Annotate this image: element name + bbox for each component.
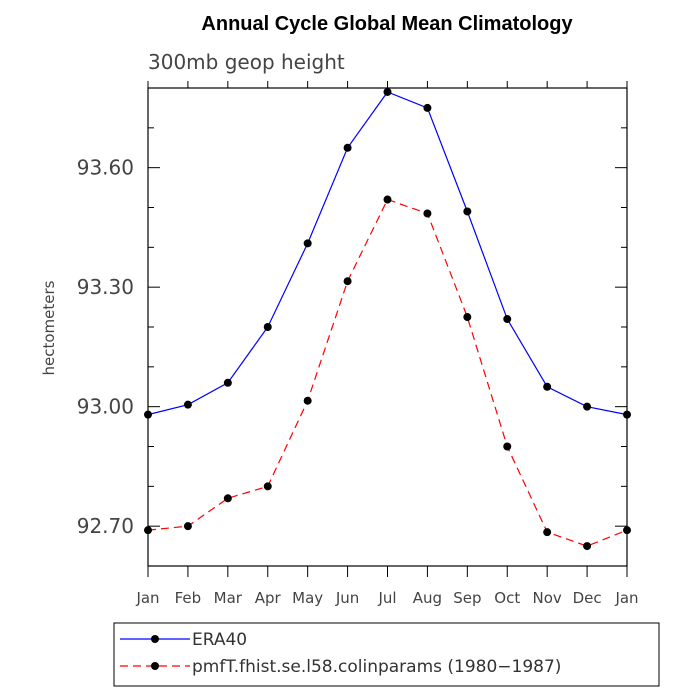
y-tick-label: 93.60	[77, 156, 134, 180]
series-1-point	[543, 382, 552, 391]
x-tick-label: May	[292, 589, 323, 607]
series-2-point	[183, 522, 192, 531]
x-tick-label: Dec	[573, 589, 602, 607]
y-axis-label: hectometers	[40, 280, 58, 375]
x-tick-label: Aug	[413, 589, 442, 607]
y-tick-label: 93.00	[77, 395, 134, 419]
legend-box	[113, 622, 660, 687]
series-2-point	[263, 482, 272, 491]
x-tick-label: Mar	[214, 589, 243, 607]
series-2-point	[503, 442, 512, 451]
series-line-1	[147, 91, 628, 416]
series-2-point	[223, 494, 232, 503]
series-2-point	[383, 195, 392, 204]
y-tick-label: 92.70	[77, 514, 134, 538]
series-1-point	[223, 378, 232, 387]
series-2-point	[463, 313, 472, 322]
series-1-point	[503, 315, 512, 324]
series-1-point	[623, 410, 631, 419]
series-1-point	[383, 87, 392, 96]
series-1-point	[423, 103, 432, 112]
series-2-point	[583, 542, 592, 551]
x-tick-label: Feb	[175, 589, 202, 607]
x-tick-label: Apr	[255, 589, 282, 607]
x-tick-label: Oct	[494, 589, 520, 607]
plot-frame	[147, 87, 628, 567]
series-1-point	[303, 239, 312, 248]
series-1-point	[463, 207, 472, 216]
y-tick-label: 93.30	[77, 275, 134, 299]
x-tick-label: Jan	[614, 589, 638, 607]
legend: ERA40 pmfT.fhist.se.l58.colinparams (1980…	[113, 622, 660, 687]
chart-subtitle: 300mb geop height	[148, 50, 345, 74]
series-1-point	[144, 410, 152, 419]
x-tick-label: Jan	[135, 589, 159, 607]
series-2-point	[423, 209, 432, 218]
series-1-point	[183, 400, 192, 409]
series-line-2	[147, 198, 628, 547]
plot-area: 92.70 93.00 93.30 93.60 Jan Feb Mar Apr May Jun Ju…	[77, 81, 639, 607]
series-2-point	[543, 528, 552, 537]
x-tick-label: Jul	[377, 589, 396, 607]
series-1-point	[343, 143, 352, 152]
series-2-point	[623, 526, 631, 535]
legend-marker-2	[151, 662, 159, 670]
series-2-point	[303, 396, 312, 405]
series-1-point	[263, 323, 272, 331]
legend-label-1: ERA40	[192, 630, 247, 650]
x-tick-label: Nov	[533, 589, 562, 607]
series-2-point	[343, 277, 352, 286]
legend-marker-1	[151, 635, 159, 643]
legend-label-2: pmfT.fhist.se.l58.colinparams (1980−1987…	[192, 657, 561, 677]
series-1-point	[583, 402, 592, 411]
chart-title: Annual Cycle Global Mean Climatology	[201, 13, 573, 35]
x-tick-label: Sep	[453, 589, 481, 607]
series-2-point	[144, 526, 152, 535]
x-tick-label: Jun	[335, 589, 359, 607]
